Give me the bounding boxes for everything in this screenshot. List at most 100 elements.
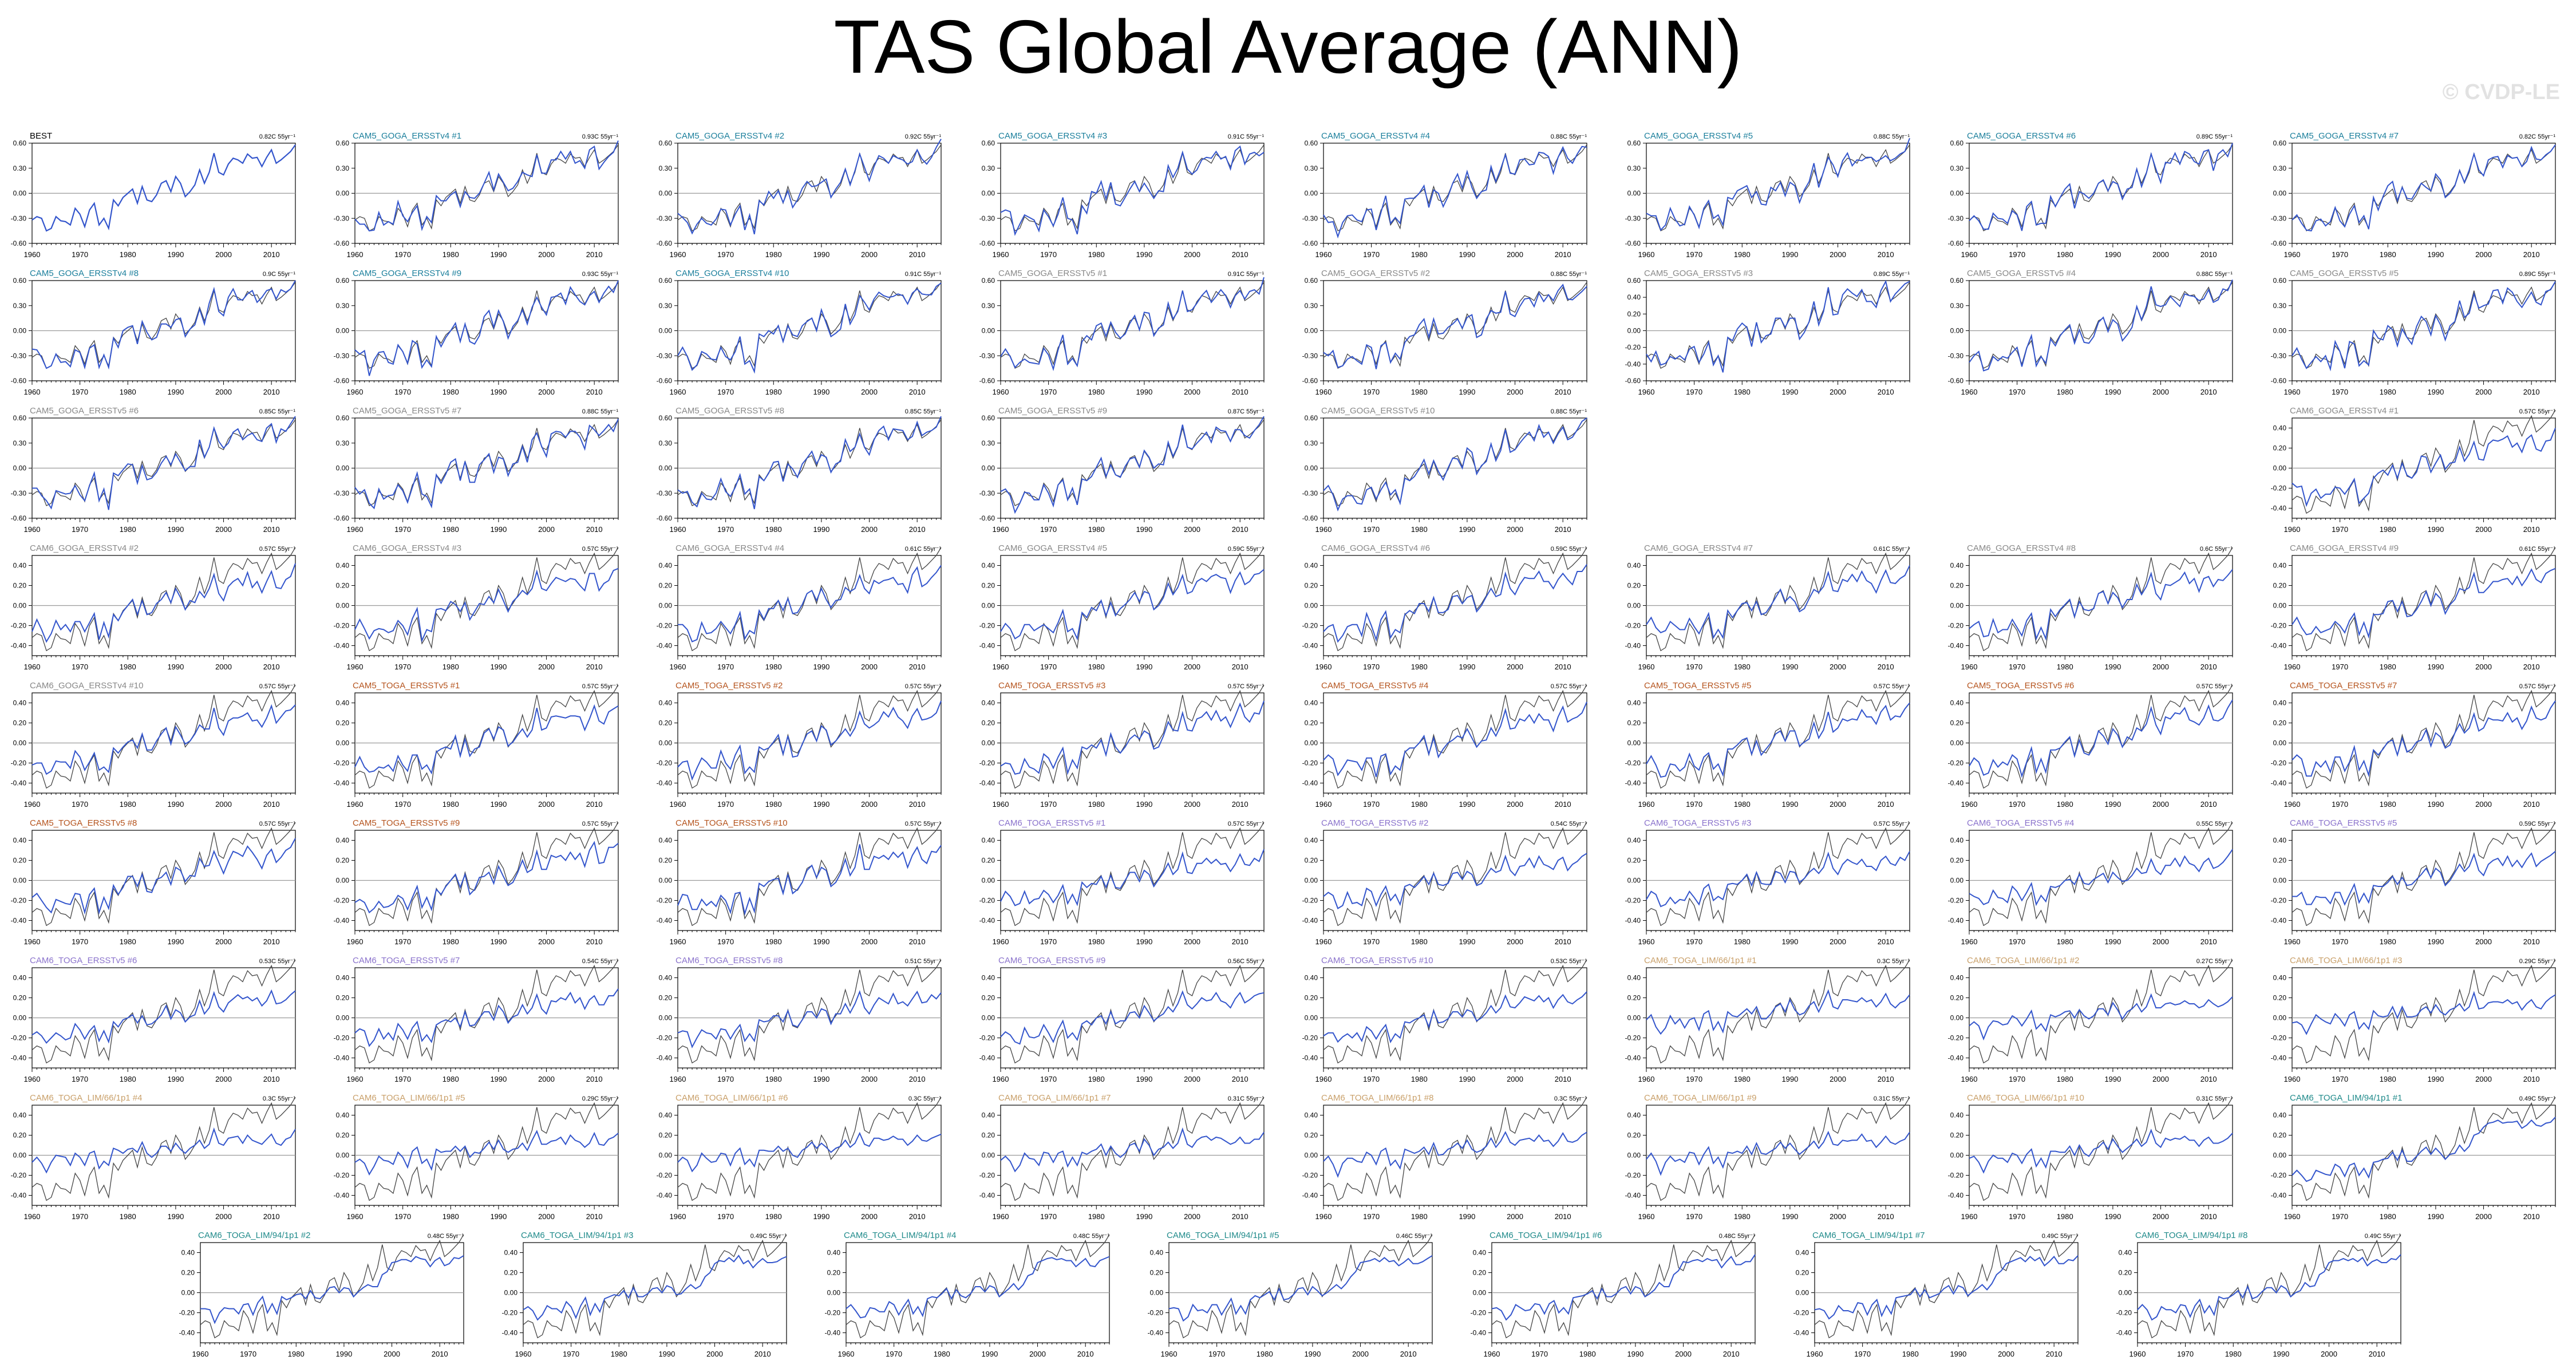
- model-series-line: [32, 416, 296, 510]
- x-tick-label: 2010: [586, 800, 603, 809]
- y-tick-label: 0.00: [13, 190, 27, 198]
- y-tick-label: -0.60: [334, 514, 350, 522]
- panel-trend-stat: 0.49C 55yr⁻¹: [750, 1233, 787, 1240]
- panel-trend-stat: 0.3C 55yr⁻¹: [1554, 1095, 1587, 1102]
- x-tick-label: 1980: [1734, 1075, 1751, 1083]
- x-tick-label: 1990: [1459, 663, 1475, 671]
- y-tick-label: -0.40: [657, 779, 673, 787]
- panel-trend-stat: 0.31C 55yr⁻¹: [2196, 1095, 2233, 1102]
- model-series-line: [677, 1131, 942, 1173]
- y-tick-label: 0.30: [982, 302, 995, 310]
- obs-series-line: [1646, 822, 1910, 927]
- x-tick-label: 1980: [765, 250, 782, 259]
- x-tick-label: 1960: [670, 937, 686, 946]
- x-tick-label: 1970: [1040, 250, 1057, 259]
- x-tick-label: 1960: [670, 388, 686, 396]
- x-tick-label: 1960: [1315, 937, 1332, 946]
- panel-trend-stat: 0.48C 55yr⁻¹: [428, 1233, 464, 1240]
- x-tick-label: 2010: [586, 250, 603, 259]
- x-tick-label: 2010: [2523, 525, 2540, 534]
- y-tick-label: -0.20: [1948, 897, 1964, 905]
- y-tick-label: 0.40: [1950, 699, 1964, 707]
- y-tick-label: 0.20: [336, 994, 350, 1002]
- x-tick-label: 1990: [2104, 800, 2121, 809]
- x-tick-label: 1970: [1686, 250, 1702, 259]
- x-tick-label: 1960: [24, 800, 41, 809]
- y-tick-label: -0.20: [657, 1172, 673, 1180]
- y-tick-label: 0.30: [659, 302, 673, 310]
- y-tick-label: -0.20: [1625, 1034, 1641, 1042]
- x-tick-label: 1980: [442, 663, 459, 671]
- x-tick-label: 1970: [2009, 250, 2025, 259]
- panel-label: CAM5_TOGA_ERSSTv5 #4: [1321, 681, 1428, 691]
- x-tick-label: 1980: [1411, 250, 1428, 259]
- panel-label: BEST: [30, 131, 52, 141]
- panel-label: CAM5_TOGA_ERSSTv5 #3: [998, 681, 1105, 691]
- x-tick-label: 1990: [1136, 250, 1152, 259]
- y-tick-label: 0.40: [659, 1111, 673, 1119]
- panel-label: CAM5_GOGA_ERSSTv5 #5: [2290, 269, 2399, 278]
- y-tick-label: 0.20: [13, 582, 27, 590]
- panel-52: CAM6_TOGA_LIM/66/1p1 #2 0.27C 55yr⁻¹ 0.40 0…: [1948, 956, 2233, 1083]
- x-tick-label: 1960: [347, 937, 364, 946]
- y-tick-label: -0.60: [11, 377, 27, 385]
- y-tick-label: -0.20: [1625, 1172, 1641, 1180]
- x-tick-label: 1980: [1088, 663, 1105, 671]
- obs-series-line: [1323, 822, 1587, 927]
- y-tick-label: -0.60: [11, 239, 27, 247]
- obs-series-line: [200, 1234, 464, 1339]
- x-tick-label: 1970: [72, 1212, 88, 1221]
- x-tick-label: 2000: [861, 1212, 878, 1221]
- x-tick-label: 1990: [167, 525, 184, 534]
- y-tick-label: -0.20: [11, 897, 27, 905]
- obs-series-line: [31, 959, 296, 1064]
- x-tick-label: 1980: [765, 1212, 782, 1221]
- y-tick-label: -0.20: [979, 1034, 995, 1042]
- y-tick-label: 0.40: [982, 562, 995, 570]
- x-tick-label: 2010: [2523, 1075, 2540, 1083]
- obs-series-line: [1000, 959, 1265, 1064]
- x-tick-label: 1960: [1961, 800, 1978, 809]
- x-tick-label: 2000: [215, 800, 232, 809]
- model-series-line: [31, 1127, 296, 1174]
- panel-24: CAM6_GOGA_ERSSTv4 #4 0.61C 55yr⁻¹ 0.40 0.20…: [657, 543, 942, 671]
- x-tick-label: 2010: [1232, 525, 1249, 534]
- panel-46: CAM6_TOGA_ERSSTv5 #6 0.53C 55yr⁻¹ 0.40 0.20…: [11, 956, 296, 1083]
- x-tick-label: 1970: [2332, 663, 2348, 671]
- y-tick-label: -0.20: [1948, 759, 1964, 767]
- panel-trend-stat: 0.54C 55yr⁻¹: [582, 958, 619, 965]
- x-tick-label: 2010: [2200, 800, 2217, 809]
- y-tick-label: 0.60: [982, 414, 995, 422]
- panel-trend-stat: 0.57C 55yr⁻¹: [905, 683, 942, 690]
- x-tick-label: 1970: [2332, 1212, 2348, 1221]
- x-tick-label: 1980: [1411, 1212, 1428, 1221]
- model-series-line: [677, 139, 942, 235]
- panel-label: CAM5_GOGA_ERSSTv5 #3: [1644, 269, 1753, 278]
- x-tick-label: 1970: [394, 525, 411, 534]
- x-tick-label: 1970: [1363, 800, 1380, 809]
- y-tick-label: -0.60: [1948, 239, 1964, 247]
- obs-series-line: [1969, 1097, 2233, 1201]
- y-tick-label: -0.40: [1302, 779, 1318, 787]
- y-tick-label: -0.20: [2271, 622, 2287, 630]
- panel-54: CAM6_TOGA_LIM/66/1p1 #4 0.3C 55yr⁻¹ 0.40 0.…: [11, 1093, 296, 1221]
- x-tick-label: 1990: [490, 937, 507, 946]
- panel-31: CAM5_TOGA_ERSSTv5 #1 0.57C 55yr⁻¹ 0.40 0.20…: [334, 681, 619, 809]
- x-tick-label: 1980: [1411, 525, 1428, 534]
- y-tick-label: 0.00: [2273, 602, 2287, 610]
- y-tick-label: 0.00: [13, 1014, 27, 1022]
- x-tick-label: 2010: [1878, 937, 1894, 946]
- panel-label: CAM6_TOGA_LIM/66/1p1 #1: [1644, 956, 1757, 965]
- panel-label: CAM5_GOGA_ERSSTv5 #10: [1321, 406, 1435, 416]
- x-tick-label: 2010: [586, 1212, 603, 1221]
- x-tick-label: 2010: [2523, 937, 2540, 946]
- model-series-line: [2291, 281, 2556, 372]
- y-tick-label: -0.30: [657, 214, 673, 222]
- y-tick-label: -0.60: [1302, 377, 1318, 385]
- panel-35: CAM5_TOGA_ERSSTv5 #5 0.57C 55yr⁻¹ 0.40 0.20…: [1625, 681, 1910, 809]
- x-tick-label: 1980: [442, 250, 459, 259]
- x-tick-label: 2000: [2152, 1075, 2169, 1083]
- panel-trend-stat: 0.56C 55yr⁻¹: [1228, 958, 1265, 965]
- x-tick-label: 1960: [347, 250, 364, 259]
